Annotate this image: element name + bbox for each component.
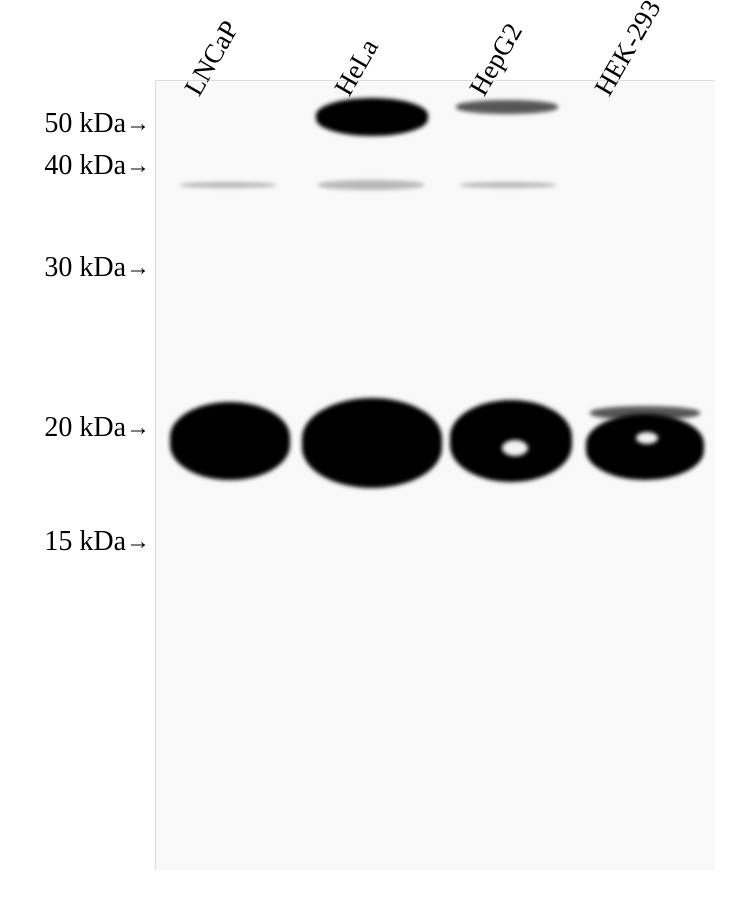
band	[316, 98, 428, 136]
marker-label: 40 kDa→	[0, 150, 150, 182]
marker-label: 30 kDa→	[0, 252, 150, 284]
blot-figure: WWW.PTGLAB.COM LNCaP HeLa HepG2 HEK-293 …	[0, 0, 750, 900]
band	[590, 406, 700, 420]
marker-label: 20 kDa→	[0, 412, 150, 444]
band-hole	[636, 432, 658, 444]
band	[456, 100, 558, 114]
band	[460, 182, 556, 188]
band	[180, 182, 276, 188]
band	[302, 398, 442, 488]
marker-label: 15 kDa→	[0, 526, 150, 558]
band-hole	[502, 440, 528, 456]
watermark-text: WWW.PTGLAB.COM	[0, 200, 10, 773]
band	[170, 402, 290, 480]
band	[318, 180, 424, 190]
marker-label: 50 kDa→	[0, 108, 150, 140]
band	[586, 414, 704, 480]
